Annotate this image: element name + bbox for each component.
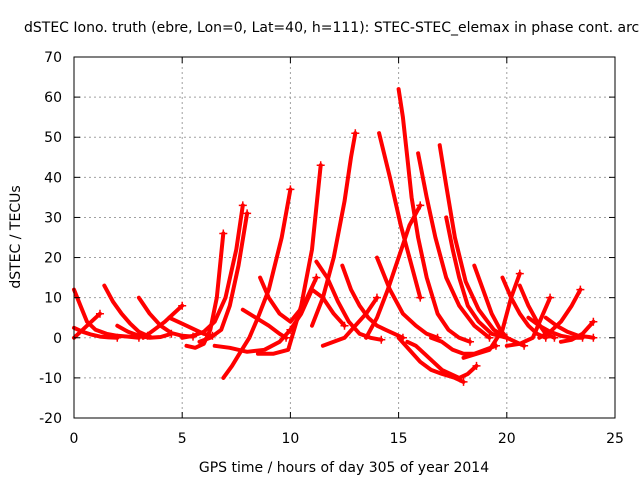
series-marker-10	[243, 209, 252, 218]
y-tick-label: -10	[39, 371, 62, 387]
x-tick-label: 25	[606, 431, 624, 447]
series-trace-25	[405, 339, 479, 380]
x-tick-label: 10	[281, 431, 299, 447]
series-trace-15	[255, 163, 323, 356]
series-trace-18	[310, 131, 358, 328]
series-trace-13	[240, 307, 289, 340]
series-trace-19	[320, 295, 379, 348]
series-trace-10	[197, 211, 250, 344]
series-trace-3	[102, 283, 150, 338]
y-tick-label: 40	[44, 170, 62, 186]
series-marker-27	[485, 333, 494, 342]
series-trace-11	[221, 187, 293, 380]
series-trace-8	[184, 231, 226, 350]
series-trace-2	[72, 325, 120, 340]
y-tick-label: 10	[44, 291, 62, 307]
series-trace-5	[136, 295, 195, 339]
x-tick-label: 0	[70, 431, 79, 447]
series-marker-38	[589, 333, 598, 342]
y-tick-labels: -20 -10 0 10 20 30 40 50 60 70	[39, 50, 62, 427]
series-trace-24	[396, 87, 472, 344]
series-trace-27	[416, 151, 492, 340]
series-marker-37	[576, 285, 585, 294]
series-trace-9	[180, 203, 245, 340]
y-tick-label: 30	[44, 210, 62, 226]
y-tick-label: 20	[44, 251, 62, 267]
y-tick-label: 70	[44, 50, 62, 66]
y-tick-label: 50	[44, 130, 62, 146]
series-trace-37	[537, 287, 583, 340]
x-tick-label: 15	[390, 431, 408, 447]
series-trace-28	[437, 143, 509, 340]
x-tick-labels: 0 5 10 15 20 25	[70, 431, 624, 447]
grid-lines	[74, 57, 615, 418]
y-tick-label: -20	[39, 411, 62, 427]
series-marker-15	[316, 161, 325, 170]
series-trace-33	[500, 275, 548, 340]
series-marker-35	[546, 293, 555, 302]
series-marker-26	[459, 377, 468, 386]
series-trace-0	[72, 287, 141, 340]
data-traces	[72, 87, 598, 386]
series-marker-13	[282, 333, 291, 342]
series-marker-16	[340, 321, 349, 330]
series-trace-26	[396, 335, 466, 384]
axis-ticks	[73, 56, 616, 419]
series-marker-8	[219, 229, 228, 238]
series-trace-23	[375, 255, 440, 340]
series-trace-22	[377, 131, 423, 300]
series-marker-39	[589, 317, 598, 326]
series-trace-21	[364, 203, 423, 340]
series-marker-21	[416, 201, 425, 210]
y-axis-label: dSTEC / TECUs	[8, 185, 24, 288]
series-marker-17	[377, 335, 386, 344]
series-marker-22	[416, 293, 425, 302]
x-tick-label: 5	[178, 431, 187, 447]
series-marker-6	[178, 301, 187, 310]
series-marker-32	[515, 269, 524, 278]
y-tick-label: 60	[44, 90, 62, 106]
chart-title: dSTEC Iono. truth (ebre, Lon=0, Lat=40, …	[24, 20, 639, 36]
series-marker-11	[286, 185, 295, 194]
series-trace-30	[444, 215, 509, 340]
series-marker-9	[238, 201, 247, 210]
series-trace-35	[504, 295, 553, 348]
series-trace-39	[558, 319, 596, 344]
x-tick-label: 20	[498, 431, 516, 447]
series-trace-16	[288, 287, 347, 332]
series-trace-32	[461, 271, 522, 360]
series-marker-14	[312, 273, 321, 282]
y-tick-label: 0	[53, 331, 62, 347]
series-marker-1	[95, 309, 104, 318]
series-marker-2	[113, 333, 122, 342]
series-marker-18	[351, 129, 360, 138]
series-marker-19	[372, 293, 381, 302]
plot-frame	[73, 56, 616, 419]
x-axis-label: GPS time / hours of day 305 of year 2014	[199, 460, 489, 476]
series-trace-1	[72, 311, 102, 340]
series-trace-7	[167, 315, 215, 338]
series-trace-12	[212, 327, 293, 354]
series-trace-6	[141, 303, 185, 340]
series-marker-25	[472, 361, 481, 370]
series-marker-24	[466, 337, 475, 346]
